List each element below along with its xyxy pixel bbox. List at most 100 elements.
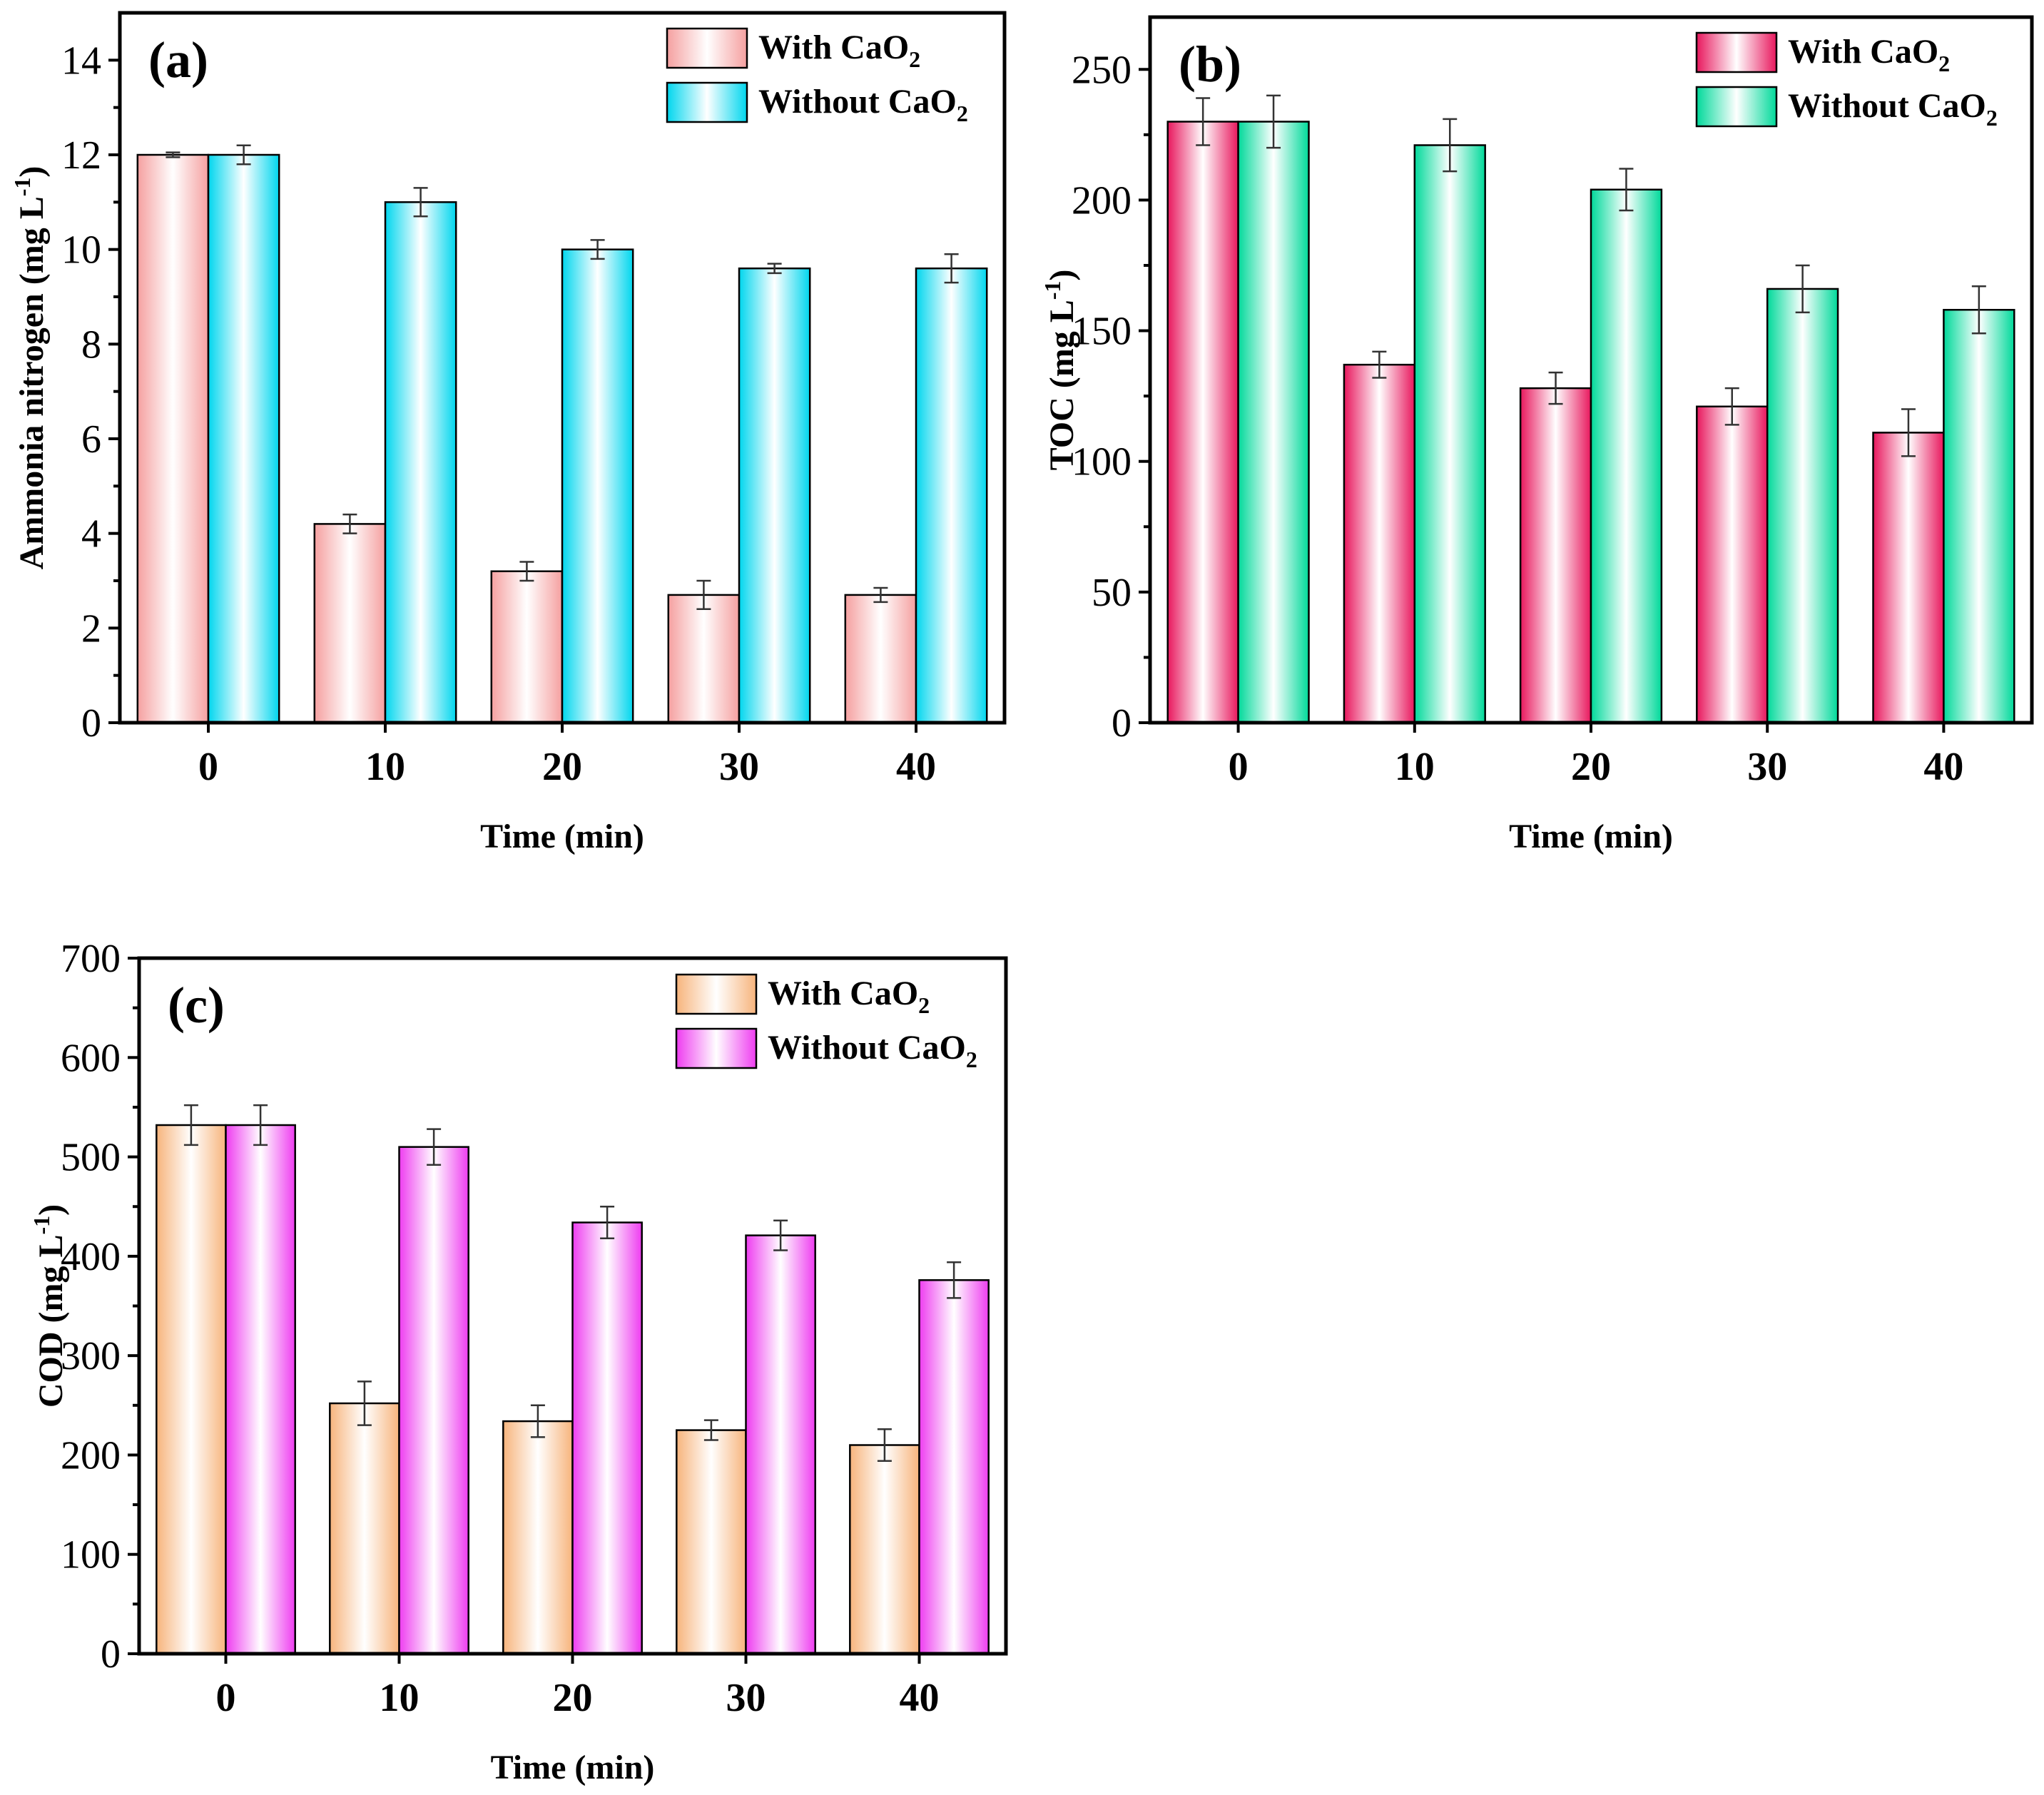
bar-with-10 <box>313 523 387 724</box>
error-bar-without-0 <box>253 1104 268 1146</box>
x-tick-label-30: 30 <box>726 1676 766 1720</box>
legend-label-with: With CaO2 <box>1788 33 1950 76</box>
error-bar-with-20 <box>519 561 534 582</box>
x-tick-label-10: 10 <box>1395 745 1435 789</box>
bar-without-0 <box>207 153 280 724</box>
bar-without-30 <box>1766 288 1839 724</box>
y-tick-label-0: 0 <box>1112 701 1132 746</box>
legend-label-with: With CaO2 <box>768 975 930 1018</box>
x-tick-label-20: 20 <box>1571 745 1611 789</box>
y-tick-label-14: 14 <box>61 39 101 83</box>
x-tick-label-10: 10 <box>380 1676 420 1720</box>
error-bar-with-20 <box>530 1404 545 1438</box>
error-bar-with-30 <box>703 1419 718 1441</box>
legend: With CaO2 Without CaO2 <box>1695 31 1998 131</box>
x-axis-title: Time (min) <box>491 1749 655 1786</box>
plot-frame <box>1148 15 2034 725</box>
error-bar-with-10 <box>342 513 357 534</box>
error-bar-without-10 <box>413 187 428 218</box>
plot-frame <box>118 11 1007 725</box>
y-axis-title: Ammonia nitrogen (mg L-1) <box>9 166 51 570</box>
error-bar-with-10 <box>1372 350 1387 379</box>
bar-with-20 <box>502 1420 574 1655</box>
y-tick-label-250: 250 <box>1072 48 1132 92</box>
y-tick-label-300: 300 <box>61 1334 121 1378</box>
error-bar-without-20 <box>1619 168 1634 212</box>
error-bar-with-0 <box>1196 97 1211 146</box>
bar-without-20 <box>1590 188 1663 724</box>
x-tick-label-40: 40 <box>900 1676 940 1720</box>
bar-without-10 <box>398 1146 469 1655</box>
y-tick-label-0: 0 <box>81 701 101 746</box>
y-axis-title: COD (mg L-1) <box>29 1204 70 1408</box>
legend-swatch-without <box>666 81 748 123</box>
y-tick-label-6: 6 <box>81 417 101 462</box>
bar-without-10 <box>1413 144 1486 724</box>
panel-label: (a) <box>148 31 208 88</box>
y-tick-label-600: 600 <box>61 1036 121 1080</box>
error-bar-with-40 <box>1901 408 1916 457</box>
bar-with-30 <box>1696 405 1769 724</box>
y-tick-label-150: 150 <box>1072 310 1132 354</box>
y-tick-label-12: 12 <box>61 133 101 178</box>
y-tick-label-200: 200 <box>61 1433 121 1478</box>
bar-without-40 <box>915 267 988 724</box>
legend-label-with: With CaO2 <box>758 29 920 72</box>
legend: With CaO2 Without CaO2 <box>675 973 977 1072</box>
error-bar-without-40 <box>1971 285 1986 335</box>
error-bar-with-40 <box>877 1428 892 1463</box>
error-bar-with-40 <box>873 586 888 604</box>
error-bar-without-40 <box>947 1261 962 1299</box>
legend-swatch-with <box>666 27 748 69</box>
legend-swatch-without <box>675 1027 758 1069</box>
bar-without-20 <box>561 248 634 724</box>
error-bar-without-20 <box>600 1205 615 1240</box>
bar-with-30 <box>676 1429 747 1655</box>
bar-without-20 <box>571 1221 643 1655</box>
y-tick-label-10: 10 <box>61 228 101 273</box>
bar-with-0 <box>1166 121 1239 724</box>
error-bar-without-10 <box>427 1128 442 1166</box>
error-bar-with-30 <box>1724 387 1739 426</box>
y-tick-label-100: 100 <box>61 1533 121 1577</box>
legend-label-without: Without CaO2 <box>758 83 968 126</box>
bar-without-40 <box>1943 309 2015 724</box>
error-bar-with-10 <box>357 1380 372 1426</box>
y-tick-label-400: 400 <box>61 1235 121 1279</box>
bar-with-10 <box>329 1402 400 1655</box>
error-bar-without-40 <box>944 253 959 284</box>
bar-with-0 <box>136 153 210 724</box>
bar-without-30 <box>745 1234 816 1655</box>
x-axis-title: Time (min) <box>1509 818 1673 855</box>
legend: With CaO2 Without CaO2 <box>666 27 968 126</box>
error-bar-without-0 <box>1266 94 1281 149</box>
y-tick-label-0: 0 <box>101 1632 121 1677</box>
x-tick-label-0: 0 <box>1229 745 1249 789</box>
bar-without-0 <box>1237 121 1310 724</box>
bar-with-40 <box>844 594 917 724</box>
x-axis-title: Time (min) <box>480 818 644 855</box>
bar-with-20 <box>1519 387 1592 724</box>
x-tick-label-30: 30 <box>1747 745 1787 789</box>
legend-swatch-with <box>675 973 758 1015</box>
y-tick-label-200: 200 <box>1072 178 1132 223</box>
panel-label: (c) <box>168 977 225 1034</box>
bar-with-20 <box>490 570 564 724</box>
x-tick-label-30: 30 <box>719 745 759 789</box>
error-bar-with-20 <box>1548 371 1563 405</box>
error-bar-with-0 <box>166 151 180 158</box>
y-tick-label-2: 2 <box>81 606 101 651</box>
error-bar-without-20 <box>590 239 605 260</box>
bar-with-40 <box>849 1444 920 1655</box>
y-tick-label-8: 8 <box>81 322 101 367</box>
x-tick-label-0: 0 <box>198 745 218 789</box>
bar-without-30 <box>738 267 811 724</box>
y-axis-title: TOC (mg L-1) <box>1039 270 1081 471</box>
bar-without-0 <box>225 1124 296 1655</box>
y-tick-label-700: 700 <box>61 937 121 981</box>
y-tick-label-4: 4 <box>81 512 101 556</box>
bar-with-0 <box>156 1124 227 1655</box>
chart-panel-0: 0 10 20 30 40 0 2 4 6 8 10 12 14 Time (min) Ammonia ni… <box>9 11 1007 855</box>
